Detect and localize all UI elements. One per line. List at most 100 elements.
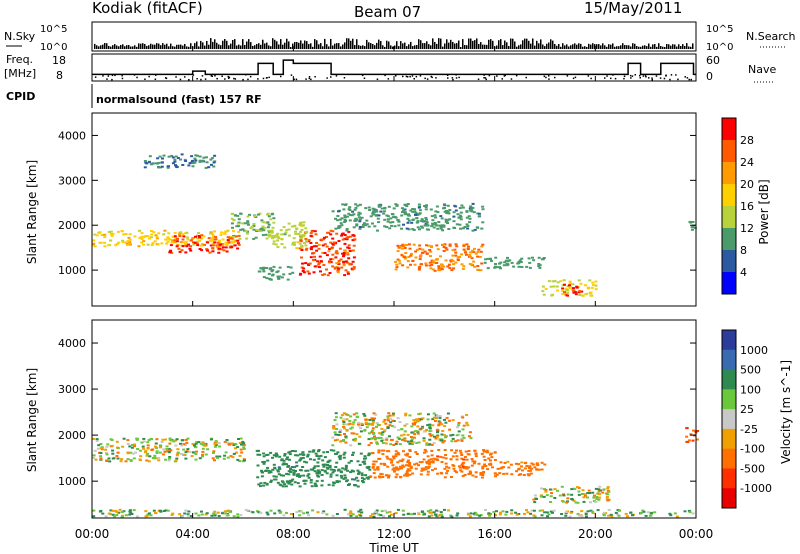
- power-cell: [173, 231, 177, 234]
- power-cell: [477, 212, 481, 215]
- power-cell: [344, 220, 347, 222]
- velocity-cell: [432, 416, 436, 419]
- velocity-cell: [226, 456, 230, 459]
- velocity-cell: [165, 448, 169, 450]
- power-cell: [418, 265, 422, 268]
- power-cell: [171, 162, 175, 165]
- noise-bar: [624, 45, 626, 49]
- velocity-cell: [363, 414, 367, 417]
- velocity-cell: [265, 482, 269, 485]
- noise-bar: [206, 41, 208, 49]
- power-cell: [309, 234, 313, 237]
- velocity-cell: [474, 455, 478, 458]
- velocity-cell: [204, 453, 208, 456]
- power-cell: [115, 243, 119, 245]
- power-cell: [416, 220, 420, 223]
- noise-bar: [608, 44, 610, 49]
- power-cell: [377, 214, 381, 217]
- velocity-cell: [325, 466, 329, 469]
- velocity-cell: [406, 469, 410, 472]
- power-cell: [92, 244, 95, 247]
- velocity-cell: [353, 484, 356, 487]
- velocity-cell: [337, 455, 341, 458]
- velocity-cell: [115, 440, 119, 443]
- velocity-cell: [412, 419, 416, 422]
- velocity-cell: [380, 433, 384, 436]
- power-cell: [282, 273, 286, 276]
- power-cell: [302, 235, 306, 238]
- velocity-cell: [239, 448, 243, 451]
- power-cell: [360, 216, 364, 219]
- velocity-cell: [412, 436, 416, 439]
- nave-dot: [631, 75, 634, 77]
- nave-dot: [501, 78, 503, 80]
- velocity-cell: [206, 448, 210, 451]
- power-cell: [402, 255, 406, 258]
- power-cell: [418, 258, 422, 261]
- velocity-cell: [97, 444, 101, 447]
- power-cell: [334, 251, 338, 254]
- velocity-cell: [399, 476, 403, 479]
- power-cell: [410, 221, 414, 224]
- velocity-cell: [285, 472, 289, 475]
- power-cell: [356, 204, 360, 207]
- power-cell: [175, 240, 179, 243]
- velocity-cell: [92, 437, 95, 440]
- velocity-cell: [451, 455, 455, 458]
- nave-dot: [515, 74, 518, 77]
- nave-dot: [262, 77, 265, 80]
- velocity-cell: [553, 497, 557, 499]
- velocity-cell: [216, 456, 219, 459]
- velocity-cell: [352, 470, 356, 473]
- noise-bar: [256, 44, 258, 49]
- nave-dot: [634, 74, 636, 76]
- power-colorbar-swatch: [722, 250, 736, 273]
- velocity-cell: [426, 418, 430, 421]
- noise-bar: [214, 39, 216, 49]
- velocity-cell: [440, 472, 444, 475]
- velocity-cell: [460, 463, 464, 466]
- velocity-cell: [131, 452, 135, 455]
- power-cell: [142, 240, 146, 243]
- nave-dot: [234, 78, 237, 80]
- nave-dot: [415, 75, 418, 78]
- velocity-cell: [482, 455, 486, 458]
- velocity-cell: [689, 433, 693, 436]
- power-colorbar-tick-label: 24: [740, 156, 754, 169]
- velocity-cell: [371, 513, 375, 516]
- power-cell: [435, 244, 439, 247]
- power-cell: [178, 233, 181, 236]
- power-cell: [414, 213, 417, 216]
- power-cell: [420, 226, 424, 229]
- velocity-cell: [556, 489, 559, 492]
- velocity-cell: [569, 511, 573, 514]
- power-cell: [403, 211, 407, 214]
- velocity-cell: [317, 449, 321, 451]
- power-cell: [309, 256, 313, 259]
- power-cell: [454, 243, 458, 246]
- noise-tick-left-top: 10^5: [40, 24, 67, 35]
- velocity-cell: [267, 471, 271, 474]
- velocity-cell: [337, 480, 341, 483]
- noise-bar: [366, 39, 368, 49]
- power-cell: [459, 218, 463, 221]
- power-cell: [589, 294, 593, 297]
- power-cell: [442, 246, 446, 248]
- velocity-cell: [285, 458, 289, 461]
- power-cell: [189, 249, 193, 252]
- velocity-cell: [194, 512, 198, 515]
- noise-bar: [148, 45, 150, 49]
- velocity-cell: [572, 499, 576, 502]
- velocity-cell: [99, 447, 103, 450]
- power-cell: [140, 241, 144, 244]
- power-cell: [128, 241, 132, 244]
- velocity-cell: [532, 514, 536, 517]
- power-cell: [531, 256, 534, 259]
- power-cell: [269, 278, 273, 281]
- velocity-cell: [238, 442, 242, 444]
- power-cell: [350, 214, 354, 217]
- velocity-cell: [688, 511, 692, 514]
- velocity-cell: [515, 470, 518, 473]
- velocity-cell: [460, 470, 464, 473]
- velocity-cell: [158, 444, 162, 447]
